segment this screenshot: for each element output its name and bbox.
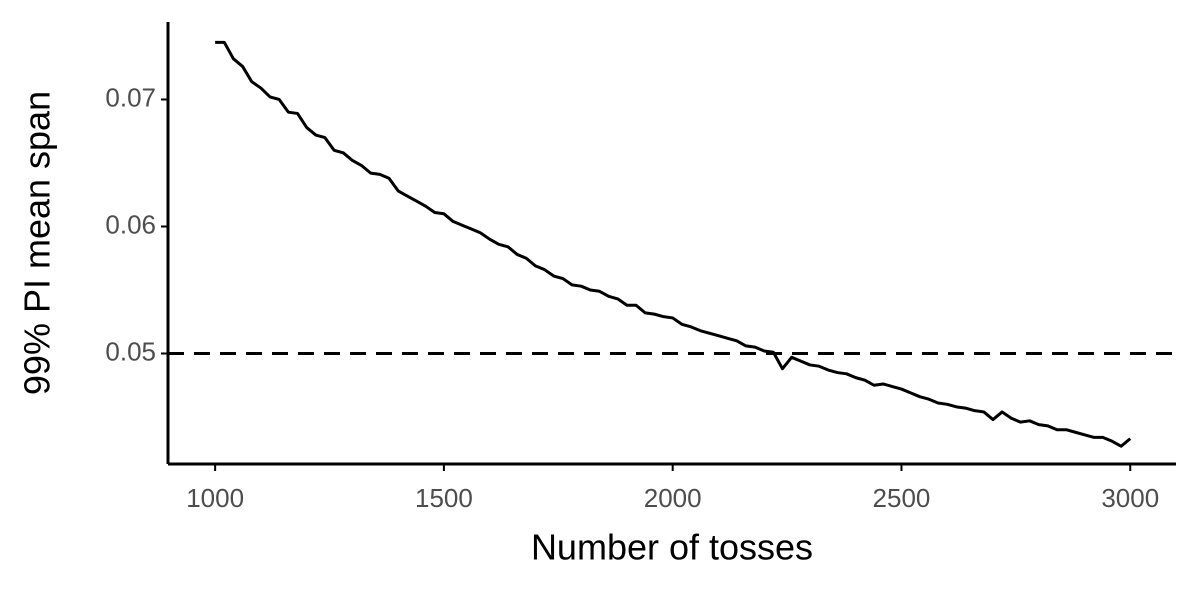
y-tick-label: 0.07 xyxy=(105,82,156,112)
data-line xyxy=(215,40,1132,448)
x-tick-label: 1500 xyxy=(415,483,473,513)
x-tick-label: 2500 xyxy=(873,483,931,513)
x-tick-label: 1000 xyxy=(186,483,244,513)
x-tick-label: 3000 xyxy=(1101,483,1159,513)
y-axis-title: 99% PI mean span xyxy=(17,91,58,395)
y-tick-label: 0.05 xyxy=(105,336,156,366)
x-axis-title: Number of tosses xyxy=(531,527,813,568)
y-tick-label: 0.06 xyxy=(105,209,156,239)
x-tick-label: 2000 xyxy=(644,483,702,513)
